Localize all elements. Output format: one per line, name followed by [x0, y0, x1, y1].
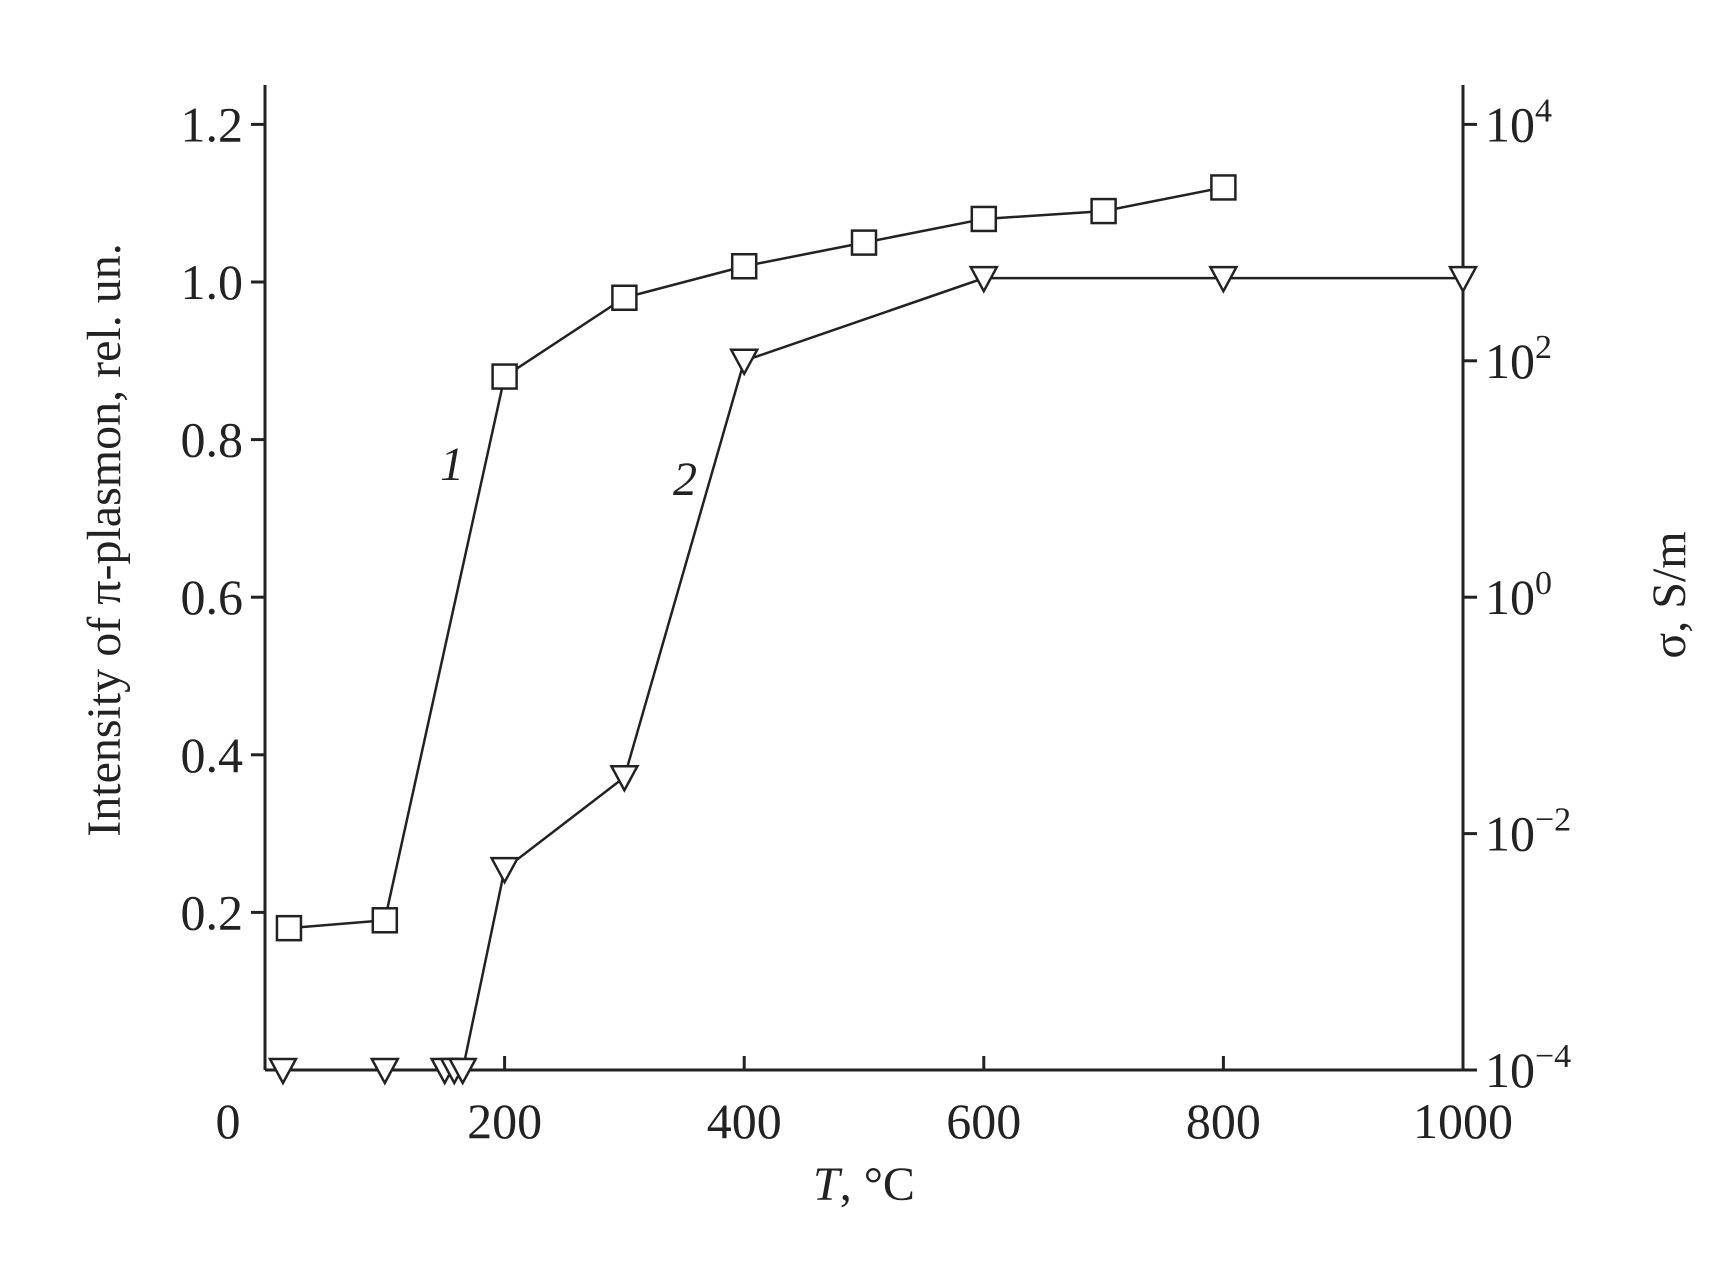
- y-right-tick-label: 10−2: [1485, 802, 1571, 862]
- square-marker: [1210, 174, 1237, 201]
- triangle-down-marker: [447, 1057, 478, 1086]
- y-left-tick-label: 1.2: [181, 96, 244, 152]
- triangle-down-marker: [729, 348, 760, 377]
- series-line-1: [288, 186, 1224, 930]
- y-left-tick-label: 0.2: [181, 884, 244, 940]
- x-axis-title: T, °C: [813, 1158, 915, 1211]
- y-right-tick-label: 104: [1485, 92, 1552, 152]
- x-tick-label: 400: [707, 1093, 782, 1149]
- square-marker: [611, 284, 638, 312]
- square-marker: [1090, 197, 1117, 225]
- series-line-2: [282, 276, 1463, 1072]
- triangle-down-marker: [369, 1057, 400, 1086]
- curve-label-2: 2: [673, 453, 697, 506]
- x-tick-label: 600: [946, 1093, 1021, 1149]
- y-left-tick-label: 0.4: [181, 727, 244, 783]
- x-tick-label: 1000: [1413, 1093, 1513, 1149]
- y-left-tick-label: 0.8: [181, 412, 244, 468]
- triangle-down-marker: [968, 265, 999, 294]
- series-layer: [267, 174, 1479, 1086]
- axis-titles: 1 2 T, °C Intensity of π-plasmon, rel. un. σ…: [78, 243, 1696, 1211]
- series-2: [267, 265, 1479, 1086]
- square-marker: [371, 907, 399, 934]
- square-marker: [850, 229, 878, 256]
- triangle-down-marker: [267, 1057, 299, 1086]
- x-tick-label: 0: [216, 1093, 241, 1149]
- x-tick-label: 200: [467, 1093, 542, 1149]
- square-marker: [491, 363, 518, 390]
- square-marker: [275, 914, 303, 942]
- y-right-axis-title: σ, S/m: [1643, 531, 1696, 658]
- axes: 0 200 400 600 800 1000 0.2 0.4 0.6 0.8 1.0 1.2 10−4 1…: [181, 85, 1571, 1149]
- y-right-tick-label: 102: [1485, 329, 1552, 389]
- x-tick-label: 800: [1186, 1093, 1261, 1149]
- y-left-axis-title: Intensity of π-plasmon, rel. un.: [78, 243, 131, 836]
- square-marker: [970, 205, 998, 233]
- y-left-tick-label: 1.0: [181, 254, 244, 310]
- curve-label-1: 1: [440, 438, 464, 491]
- y-right-tick-label: 100: [1485, 565, 1552, 625]
- triangle-down-marker: [489, 856, 520, 885]
- y-left-tick-label: 0.6: [181, 569, 244, 625]
- series-1: [275, 174, 1237, 942]
- square-marker: [730, 252, 758, 280]
- y-right-tick-label: 10−4: [1485, 1038, 1571, 1098]
- triangle-down-marker: [1447, 265, 1479, 294]
- triangle-down-marker: [1208, 265, 1239, 294]
- triangle-down-marker: [609, 764, 640, 793]
